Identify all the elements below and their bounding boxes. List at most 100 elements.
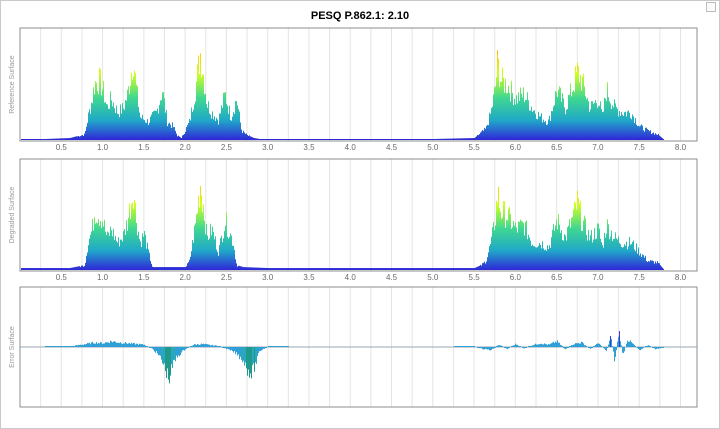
spectrum-column [275,139,276,140]
spectrum-column [483,130,484,140]
error-bar [85,344,86,347]
spectrum-column [656,263,657,270]
error-bar [272,346,273,347]
error-bar [170,347,171,376]
error-bar [97,343,98,347]
spectrum-column [159,267,160,270]
x-tick-label: 6.0 [510,273,522,282]
spectrum-column [229,105,230,140]
error-bar [182,347,183,351]
spectrum-column [442,268,443,270]
error-bar [466,346,467,347]
spectrum-column [467,268,468,270]
spectrum-column [485,263,486,270]
spectrum-column [317,139,318,140]
spectrum-column [662,267,663,270]
error-bar [658,347,659,349]
error-bar [561,345,562,347]
spectrum-column [366,268,367,270]
spectrum-column [433,139,434,140]
error-bar [111,341,112,347]
spectrum-column [455,138,456,140]
error-bar [59,346,60,347]
spectrum-column [536,247,537,270]
spectrum-column [556,219,557,270]
x-tick-label: 2.5 [221,143,233,152]
error-bar [585,345,586,347]
error-bar [158,347,159,356]
spectrum-column [349,139,350,140]
error-bar [646,346,647,347]
spectrum-column [66,138,67,140]
error-bar [188,347,189,348]
spectrum-column [306,268,307,270]
spectrum-column [73,267,74,270]
error-bar [541,343,542,347]
error-bar [259,347,260,352]
spectrum-column [655,261,656,270]
error-bar [512,345,513,347]
spectrum-column [660,136,661,140]
error-bar [271,346,272,347]
error-bar [612,346,613,347]
spectrum-column [87,252,88,270]
spectrum-column [506,93,507,140]
x-tick-label: 6.5 [551,273,563,282]
spectrum-column [597,107,598,140]
spectrum-column [41,268,42,270]
error-bar [75,345,76,347]
spectrum-column [609,101,610,140]
spectrum-column [309,268,310,270]
spectrum-column [322,268,323,270]
spectrum-column [454,268,455,270]
error-bar [186,347,187,349]
spectrum-column [337,139,338,140]
spectrum-column [291,139,292,140]
spectrum-column [212,111,213,140]
spectrum-column [338,139,339,140]
error-bar [556,342,557,347]
error-bar [497,345,498,347]
spectrum-column [113,102,114,140]
spectrum-column [519,222,520,270]
x-tick-label: 6.5 [551,143,563,152]
spectrum-column [276,268,277,270]
spectrum-column [562,239,563,270]
x-tick-label: 2.0 [180,273,192,282]
spectrum-column [48,268,49,270]
spectrum-column [327,268,328,270]
error-bar [173,347,174,361]
error-bar [514,345,515,347]
spectrum-column [113,228,114,270]
spectrum-column [182,135,183,140]
spectrum-column [634,249,635,270]
spectrum-column [306,139,307,140]
x-tick-label: 1.5 [138,273,150,282]
spectrum-column [474,268,475,270]
spectrum-column [278,139,279,140]
error-bar [574,344,575,347]
spectrum-column [372,268,373,270]
error-bar [571,345,572,347]
spectrum-column [470,268,471,270]
error-bar [57,346,58,347]
spectrum-column [282,139,283,140]
spectrum-column [549,115,550,140]
spectrum-column [530,110,531,140]
spectrum-column [305,268,306,270]
spectrum-column [354,268,355,270]
error-bar [217,346,218,347]
spectrum-column [583,73,584,140]
error-bar [570,346,571,347]
error-bar [81,344,82,347]
error-bar [63,346,64,347]
spectrum-column [525,99,526,140]
spectrum-column [53,268,54,270]
spectrum-column [605,98,606,140]
error-bar [652,347,653,348]
spectrum-column [242,133,243,140]
spectrum-column [116,105,117,140]
spectrum-column [410,139,411,140]
error-bar [501,345,502,347]
error-bar [590,347,591,349]
